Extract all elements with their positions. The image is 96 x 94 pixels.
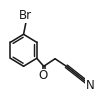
Text: N: N (85, 79, 94, 92)
Text: O: O (38, 69, 47, 82)
Text: Br: Br (19, 9, 32, 22)
